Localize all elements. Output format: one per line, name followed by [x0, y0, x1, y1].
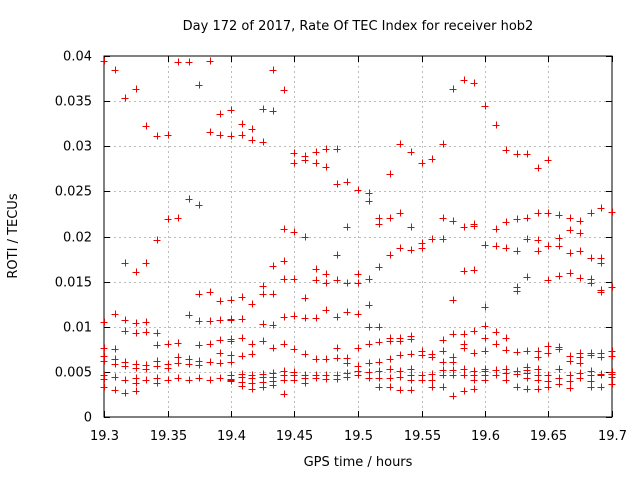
- x-tick-label: 19.4: [217, 429, 246, 444]
- chart-title: Day 172 of 2017, Rate Of TEC Index for r…: [183, 19, 534, 34]
- x-tick-label: 19.65: [530, 429, 567, 444]
- x-tick-label: 19.3: [90, 429, 119, 444]
- x-tick-label: 19.45: [276, 429, 313, 444]
- y-tick-label: 0.025: [55, 185, 92, 200]
- y-tick-label: 0.03: [63, 140, 92, 155]
- y-tick-label: 0.005: [55, 366, 92, 381]
- x-axis-label: GPS time / hours: [304, 455, 413, 470]
- y-tick-label: 0.04: [63, 50, 92, 65]
- y-tick-label: 0.02: [63, 231, 92, 246]
- x-tick-label: 19.35: [150, 429, 187, 444]
- y-tick-label: 0: [84, 411, 92, 426]
- tick-labels: 19.3 19.35 19.4 19.45 19.5 19.55 19.6 19.65 19.7…: [55, 50, 627, 445]
- x-tick-label: 19.5: [344, 429, 373, 444]
- roti-data-markers: [100, 57, 616, 400]
- x-tick-label: 19.55: [404, 429, 441, 444]
- x-tick-label: 19.6: [471, 429, 500, 444]
- gridlines: [104, 56, 612, 417]
- plot-border: [103, 55, 613, 418]
- y-axis-label: ROTI / TECUs: [6, 193, 21, 278]
- data-points: [100, 57, 616, 400]
- x-tick-label: 19.7: [598, 429, 627, 444]
- y-tick-label: 0.01: [63, 321, 92, 336]
- y-tick-label: 0.035: [55, 95, 92, 110]
- y-tick-label: 0.015: [55, 276, 92, 291]
